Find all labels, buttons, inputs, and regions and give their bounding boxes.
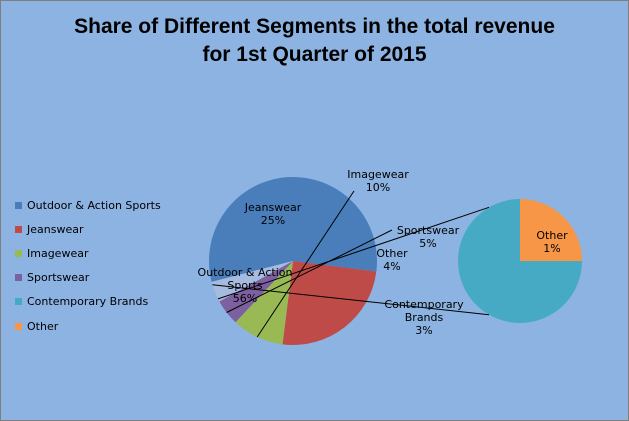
pie-slice-outdoor-and-action-sports [209, 177, 378, 282]
data-label-contemporary-brands-line: Brands [405, 311, 444, 324]
data-label-other-line: Other [536, 229, 568, 242]
data-label-outdoor-and-action-sports-line: 56% [233, 292, 257, 305]
legend-item-outdoor-and-action-sports: Outdoor & Action Sports [15, 193, 205, 217]
chart-title-line-2: for 1st Quarter of 2015 [202, 43, 427, 66]
chart-title: Share of Different Segments in the total… [1, 13, 628, 69]
legend-label: Imagewear [27, 246, 89, 260]
legend: Outdoor & Action Sports Jeanswear Imagewea… [15, 193, 205, 338]
data-label-outdoor-and-action-sports-line: Outdoor & Action [198, 266, 293, 279]
leader-line-sportswear [226, 229, 393, 313]
legend-swatch [15, 274, 22, 282]
data-label-contemporary-brands: Contemporary Brands 3% [384, 298, 464, 337]
legend-item-other: Other [15, 314, 205, 338]
connector-line-bottom [212, 284, 490, 316]
legend-item-jeanswear: Jeanswear [15, 217, 205, 241]
legend-swatch [15, 201, 22, 209]
data-label-outdoor-and-action-sports-line: Sports [227, 279, 263, 292]
legend-label: Outdoor & Action Sports [27, 198, 161, 212]
legend-swatch [15, 322, 22, 330]
connector-line-top [217, 206, 490, 300]
data-label-sportswear: Sportswear 5% [397, 224, 460, 250]
data-label-imagewear-line: Imagewear [347, 168, 409, 181]
data-label-main-other-line: Other [376, 247, 408, 260]
legend-swatch [15, 249, 22, 257]
data-label-imagewear: Imagewear 10% [347, 168, 409, 194]
pie-slice-jeanswear [282, 261, 377, 346]
legend-swatch [15, 298, 22, 306]
pie-slice-other [211, 261, 293, 302]
data-label-other-line: 1% [543, 242, 560, 255]
legend-item-contemporary-brands: Contemporary Brands [15, 290, 205, 314]
data-label-outdoor-and-action-sports: Outdoor & Action Sports 56% [198, 266, 293, 305]
chart-title-line-1: Share of Different Segments in the total… [74, 15, 555, 38]
data-label-other: Other 1% [536, 229, 568, 255]
data-label-main-other-line: 4% [383, 260, 400, 273]
pie-slice-imagewear [235, 261, 293, 345]
legend-item-imagewear: Imagewear [15, 241, 205, 265]
legend-item-sportswear: Sportswear [15, 266, 205, 290]
legend-label: Other [27, 319, 59, 333]
leader-line-imagewear [256, 190, 355, 338]
data-label-imagewear-line: 10% [366, 181, 390, 194]
data-label-jeanswear: Jeanswear 25% [244, 201, 302, 227]
legend-label: Jeanswear [27, 222, 84, 236]
data-label-jeanswear-line: Jeanswear [244, 201, 302, 214]
legend-label: Sportswear [27, 271, 90, 285]
legend-label: Contemporary Brands [27, 295, 149, 309]
data-label-contemporary-brands-line: Contemporary [384, 298, 464, 311]
legend-swatch [15, 225, 22, 233]
data-label-jeanswear-line: 25% [261, 214, 285, 227]
data-label-sportswear-line: Sportswear [397, 224, 460, 237]
secondary-slice-other [520, 199, 582, 261]
data-label-main-other: Other 4% [376, 247, 408, 273]
data-label-sportswear-line: 5% [419, 237, 436, 250]
data-label-contemporary-brands-line: 3% [415, 324, 432, 337]
